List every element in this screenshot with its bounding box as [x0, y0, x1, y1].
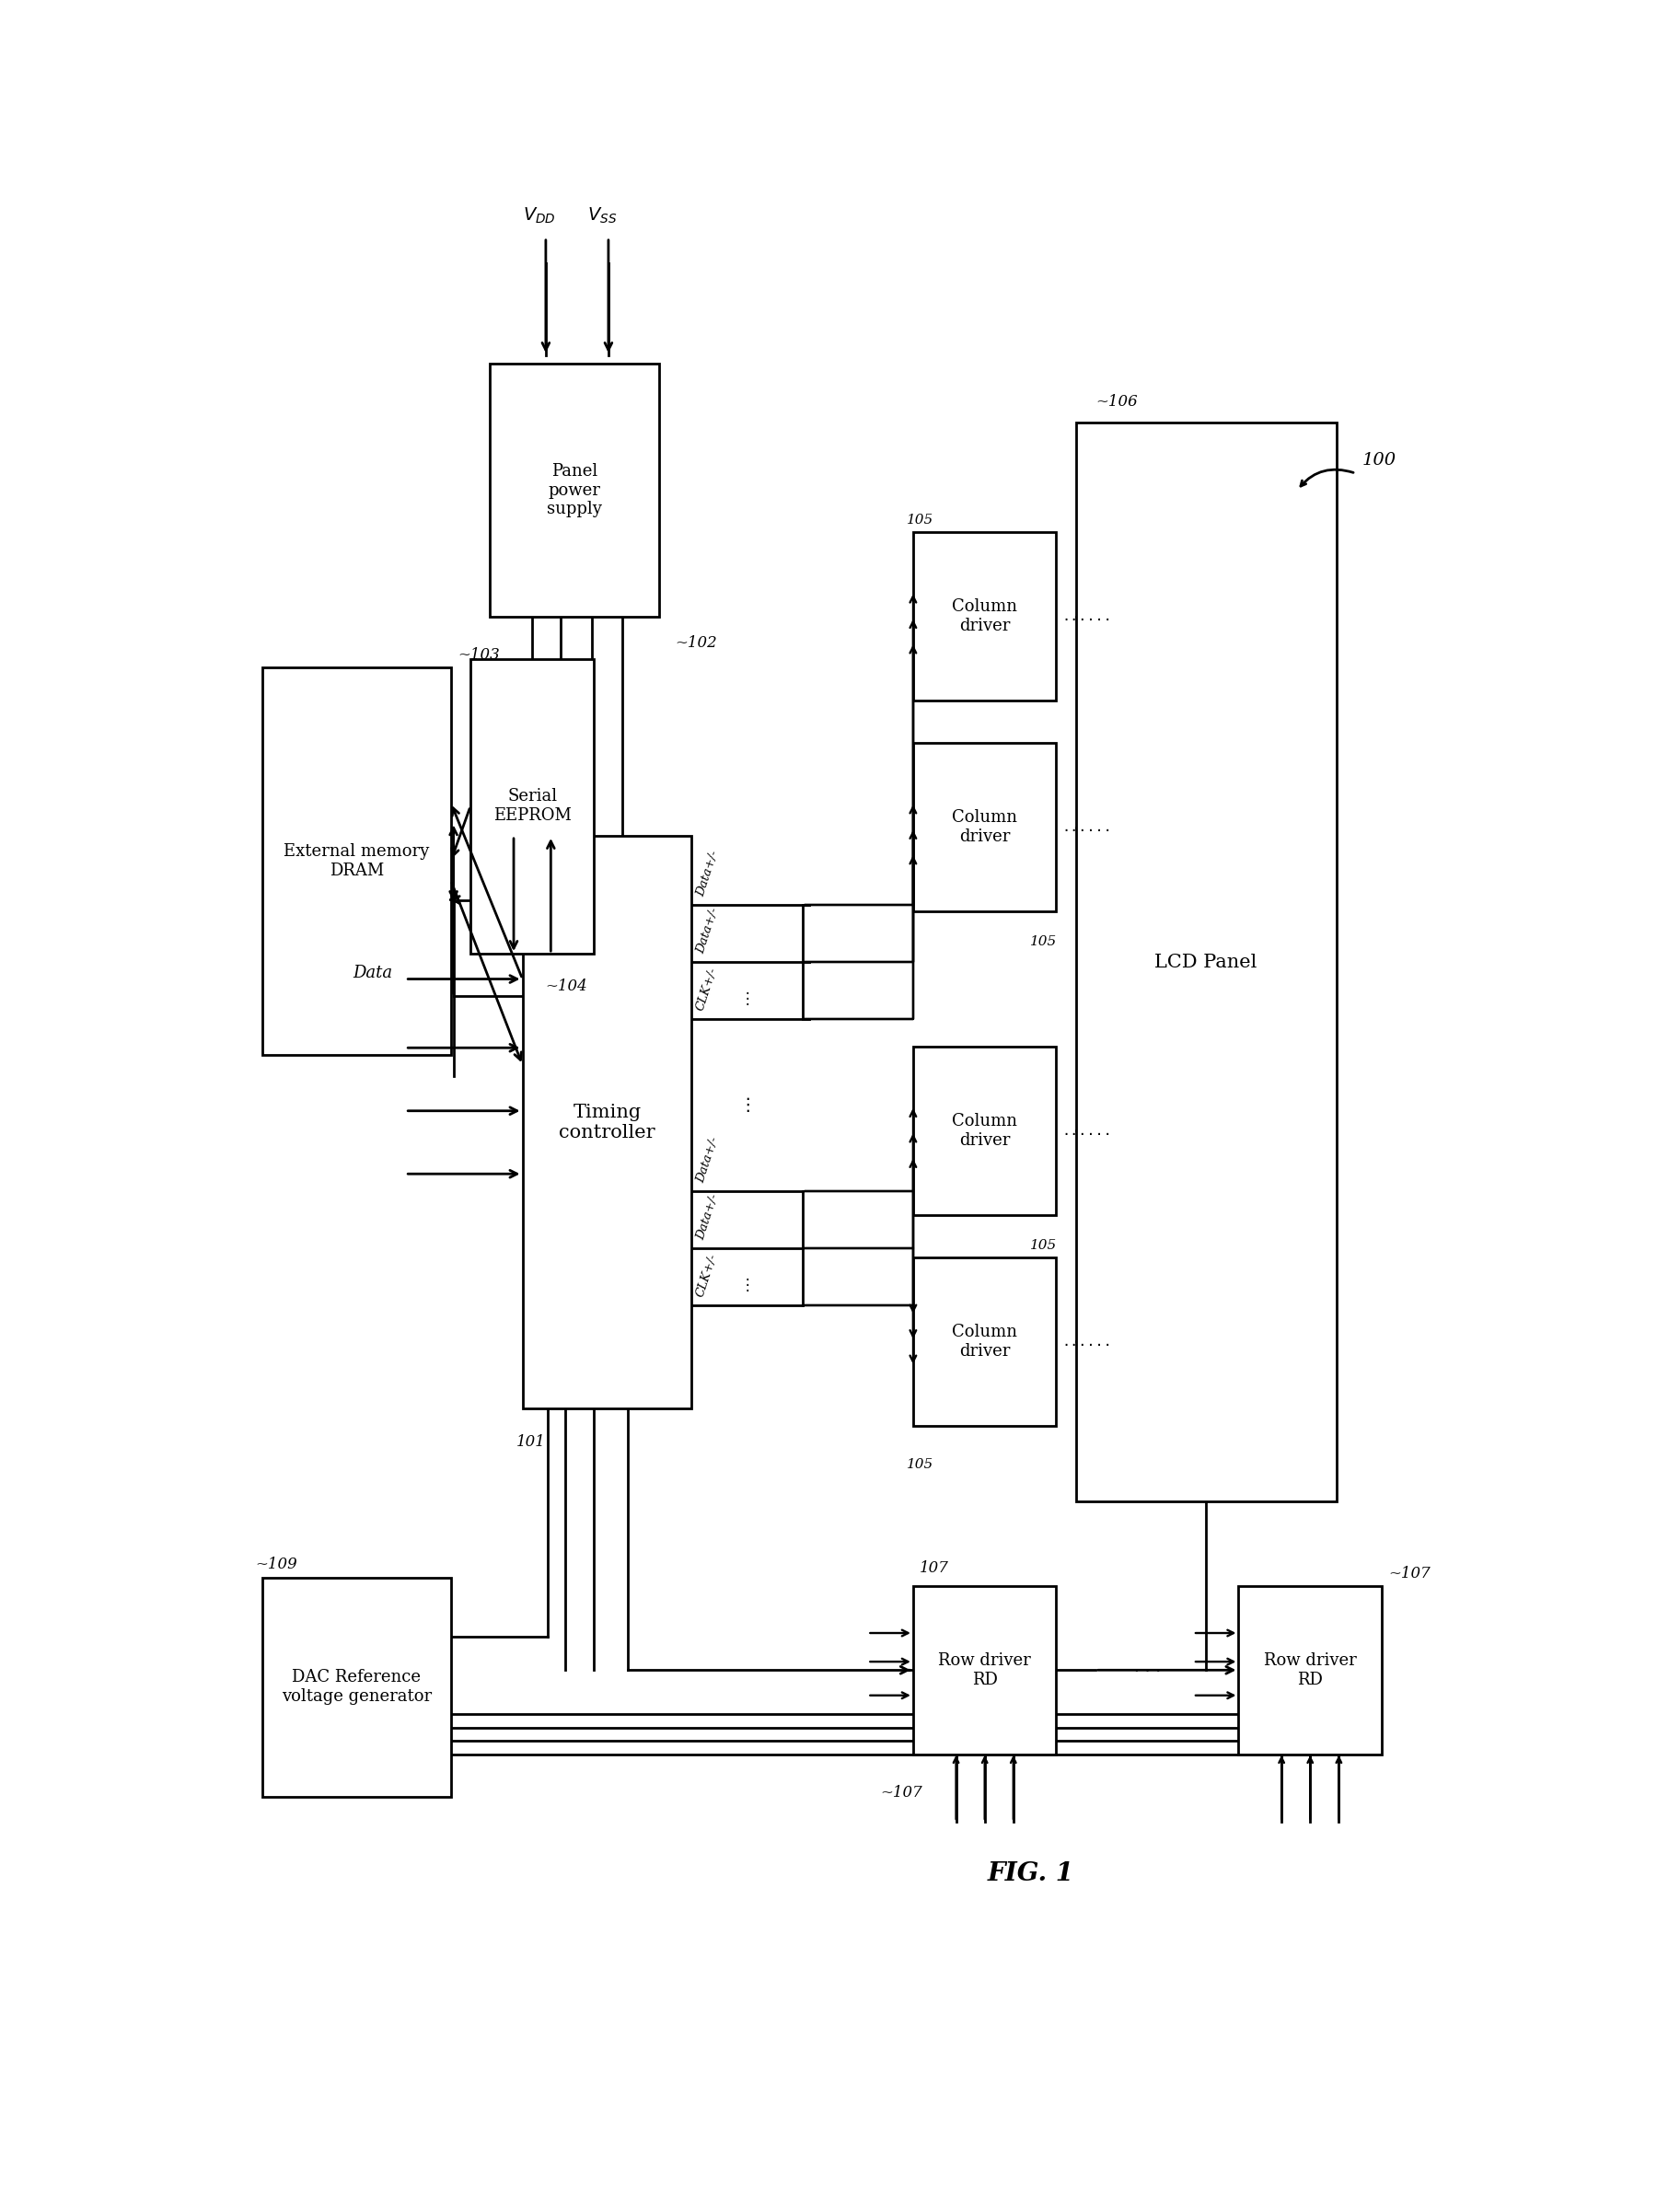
Text: ~109: ~109 [255, 1556, 297, 1572]
Text: ......: ...... [1062, 1335, 1112, 1348]
Text: 105: 105 [1030, 1239, 1057, 1252]
Text: Data: Data [353, 965, 393, 981]
Text: DAC Reference
voltage generator: DAC Reference voltage generator [281, 1668, 432, 1705]
Text: External memory
DRAM: External memory DRAM [284, 843, 430, 880]
Text: Column
driver: Column driver [953, 1324, 1018, 1359]
Text: ⋮: ⋮ [739, 1097, 756, 1114]
FancyBboxPatch shape [914, 1585, 1057, 1753]
Text: ~104: ~104 [546, 978, 588, 994]
FancyBboxPatch shape [262, 668, 450, 1055]
Text: $\mathit{V}_{DD}$: $\mathit{V}_{DD}$ [522, 206, 556, 225]
Text: LCD Panel: LCD Panel [1154, 954, 1257, 972]
Text: ⋮: ⋮ [741, 992, 756, 1007]
FancyBboxPatch shape [914, 742, 1057, 911]
Text: $\mathit{V}_{SS}$: $\mathit{V}_{SS}$ [586, 206, 617, 225]
Text: Data+/-: Data+/- [694, 1193, 721, 1241]
Text: Serial
EEPROM: Serial EEPROM [494, 788, 571, 823]
Text: Column
driver: Column driver [953, 1112, 1018, 1149]
Text: 101: 101 [516, 1434, 546, 1449]
FancyBboxPatch shape [262, 1578, 450, 1797]
FancyBboxPatch shape [914, 532, 1057, 700]
FancyBboxPatch shape [1075, 422, 1336, 1502]
Text: Timing
controller: Timing controller [559, 1103, 655, 1140]
Text: Panel
power
supply: Panel power supply [548, 462, 601, 517]
FancyBboxPatch shape [522, 836, 692, 1410]
Text: ~106: ~106 [1095, 394, 1137, 409]
Text: Row driver
RD: Row driver RD [939, 1653, 1032, 1688]
Text: CLK+/-: CLK+/- [694, 965, 719, 1011]
Text: Row driver
RD: Row driver RD [1263, 1653, 1356, 1688]
Text: 100: 100 [1362, 453, 1396, 468]
Text: Data+/-: Data+/- [694, 849, 721, 897]
FancyBboxPatch shape [470, 659, 595, 954]
Text: Data+/-: Data+/- [694, 906, 721, 954]
FancyBboxPatch shape [1238, 1585, 1381, 1753]
Text: ......: ...... [1062, 611, 1112, 624]
FancyBboxPatch shape [491, 363, 659, 617]
Text: . . .: . . . [1134, 1659, 1161, 1675]
Text: ~103: ~103 [457, 646, 499, 663]
Text: CLK+/-: CLK+/- [694, 1252, 719, 1298]
Text: 105: 105 [907, 514, 934, 528]
Text: 105: 105 [907, 1458, 934, 1471]
Text: ......: ...... [1062, 821, 1112, 834]
Text: ⋮: ⋮ [741, 1276, 756, 1294]
Text: Column
driver: Column driver [953, 600, 1018, 635]
Text: 105: 105 [1030, 935, 1057, 948]
Text: 107: 107 [919, 1561, 949, 1576]
Text: ~102: ~102 [675, 635, 717, 650]
Text: ......: ...... [1062, 1123, 1112, 1138]
Text: ~107: ~107 [880, 1784, 922, 1799]
FancyBboxPatch shape [914, 1046, 1057, 1215]
Text: ~107: ~107 [1388, 1565, 1430, 1580]
FancyBboxPatch shape [914, 1256, 1057, 1425]
Text: Data+/-: Data+/- [694, 1136, 721, 1184]
Text: Column
driver: Column driver [953, 810, 1018, 845]
Text: FIG. 1: FIG. 1 [986, 1861, 1074, 1887]
